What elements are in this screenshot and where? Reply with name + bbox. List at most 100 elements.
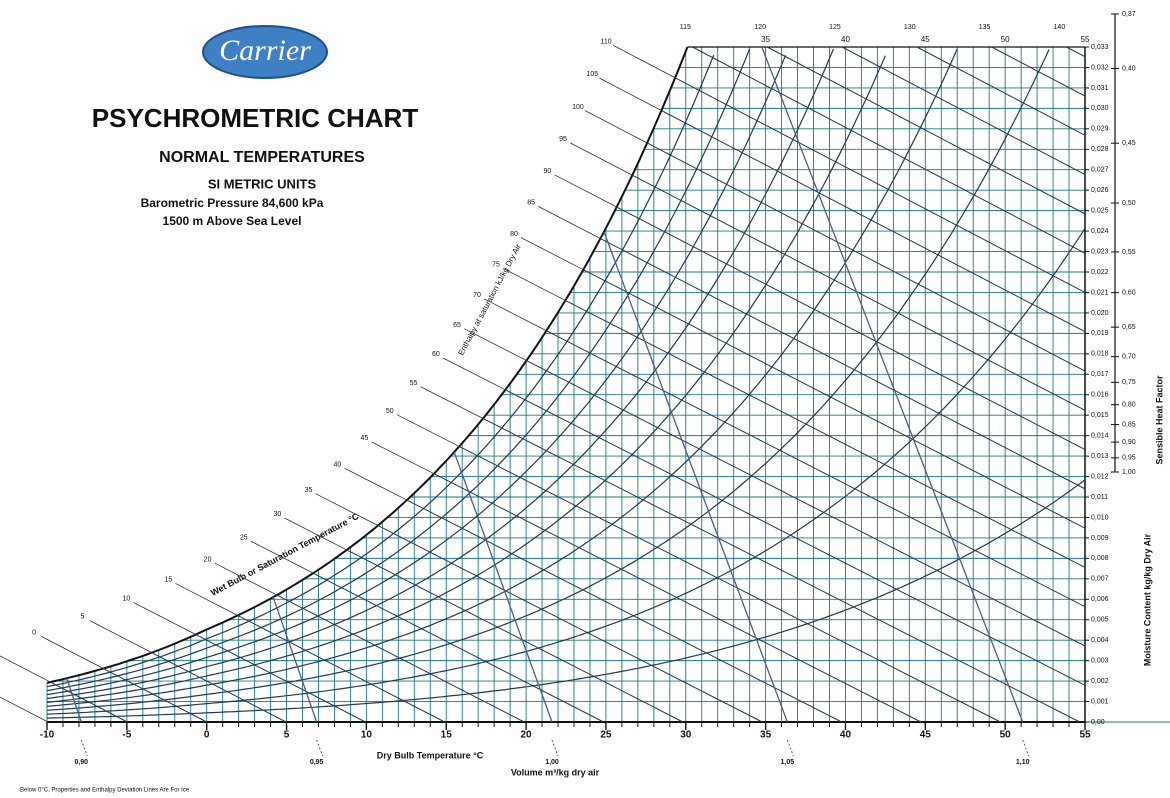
shf-tick-label: 0,65	[1122, 324, 1136, 331]
enthalpy-tick-label: 25	[240, 534, 248, 541]
y-tick-label: 0,022	[1091, 269, 1109, 276]
y-tick-label: 0,016	[1091, 392, 1109, 399]
shf-tick-label: 0,90	[1122, 439, 1136, 446]
y-tick-label: 0,005	[1091, 617, 1109, 624]
subtitle: SI METRIC UNITS	[208, 176, 317, 191]
x-axis-label: Dry Bulb Temperature °C	[377, 750, 484, 760]
enthalpy-tick-label: 105	[586, 71, 598, 78]
volume-tick-label: 1,00	[545, 759, 559, 766]
y-tick-label: 0,030	[1091, 105, 1109, 112]
enthalpy-tick-label: 130	[904, 24, 916, 31]
volume-tick-label: 1,10	[1016, 759, 1030, 766]
x-tick-label: 40	[840, 730, 852, 741]
y-tick-label: 0,007	[1091, 576, 1109, 583]
y-tick-label: 0,009	[1091, 535, 1109, 542]
y-tick-label: 0,025	[1091, 207, 1109, 214]
subtitle: NORMAL TEMPERATURES	[159, 149, 365, 166]
shf-tick-label: 0,95	[1122, 455, 1136, 462]
enthalpy-tick-label: 120	[754, 24, 766, 31]
top-x-tick-label: 55	[1081, 35, 1090, 44]
y-tick-label: 0,011	[1091, 494, 1108, 501]
enthalpy-tick-label: 80	[510, 231, 518, 238]
y-tick-label: 0,028	[1091, 146, 1109, 153]
top-x-tick-label: 40	[841, 35, 850, 44]
x-tick-label: 0	[204, 730, 210, 741]
y-tick-label: 0,023	[1091, 248, 1109, 255]
y-tick-label: 0,024	[1091, 228, 1109, 235]
enthalpy-tick-label: 50	[386, 408, 394, 415]
volume-tick-label: 1,05	[781, 759, 795, 766]
shf-tick-label: 0,80	[1122, 402, 1136, 409]
y-tick-label: 0,012	[1091, 473, 1109, 480]
x-tick-label: 5	[284, 730, 290, 741]
enthalpy-tick-label: 65	[453, 322, 461, 329]
enthalpy-tick-label: 75	[492, 262, 500, 269]
x-tick-label: 50	[1000, 730, 1012, 741]
y-tick-label: 0,00	[1091, 719, 1105, 726]
subtitle: 1500 m Above Sea Level	[163, 214, 302, 228]
y-tick-label: 0,019	[1091, 330, 1109, 337]
volume-tick-label: 0,90	[74, 759, 88, 766]
shf-tick-label: 0,40	[1122, 65, 1136, 72]
enthalpy-tick-label: 35	[305, 487, 313, 494]
shf-tick-label: 0,37	[1122, 11, 1136, 18]
enthalpy-tick-label: 140	[1054, 24, 1066, 31]
y-tick-label: 0,033	[1091, 44, 1109, 51]
y-tick-label: 0,003	[1091, 657, 1109, 664]
shf-tick-label: 0,60	[1122, 290, 1136, 297]
enthalpy-tick-label: 10	[123, 596, 131, 603]
enthalpy-tick-label: 110	[600, 38, 611, 45]
x-tick-label: 35	[760, 730, 772, 741]
enthalpy-tick-label: 55	[410, 380, 418, 387]
y-axis-label: Moisture Content kg/kg Dry Air	[1142, 533, 1152, 666]
shf-tick-label: 1,00	[1122, 469, 1136, 476]
y-tick-label: 0,020	[1091, 310, 1109, 317]
x-tick-label: 30	[680, 730, 692, 741]
x-tick-label: 45	[920, 730, 932, 741]
y-tick-label: 0,021	[1091, 289, 1109, 296]
shf-tick-label: 0,55	[1122, 249, 1136, 256]
shf-tick-label: 0,45	[1122, 140, 1136, 147]
enthalpy-tick-label: 40	[334, 461, 342, 468]
enthalpy-tick-label: 20	[204, 556, 212, 563]
y-tick-label: 0,018	[1091, 351, 1109, 358]
chart-title: PSYCHROMETRIC CHART	[92, 103, 419, 133]
enthalpy-tick-label: 0	[32, 630, 36, 637]
enthalpy-tick-label: 95	[559, 136, 567, 143]
y-tick-label: 0,015	[1091, 412, 1109, 419]
enthalpy-tick-label: 115	[680, 24, 691, 31]
y-tick-label: 0,001	[1091, 698, 1109, 705]
shf-tick-label: 0,70	[1122, 354, 1136, 361]
x-tick-label: 10	[361, 730, 373, 741]
enthalpy-tick-label: 45	[361, 435, 369, 442]
top-x-tick-label: 50	[1001, 35, 1010, 44]
y-tick-label: 0,027	[1091, 167, 1109, 174]
volume-tick-label: 0,95	[310, 759, 324, 766]
y-tick-label: 0,032	[1091, 64, 1109, 71]
top-x-tick-label: 45	[921, 35, 930, 44]
enthalpy-tick-label: 70	[473, 292, 481, 299]
y-tick-label: 0,031	[1091, 85, 1109, 92]
y-tick-label: 0,017	[1091, 371, 1109, 378]
y-tick-label: 0,004	[1091, 637, 1109, 644]
y-tick-label: 0,013	[1091, 453, 1109, 460]
shf-tick-label: 0,50	[1122, 200, 1136, 207]
subtitle: Barometric Pressure 84,600 kPa	[141, 196, 324, 210]
footnote: Below 0°C, Properties and Enthalpy Devia…	[20, 788, 190, 794]
y-tick-label: 0,008	[1091, 555, 1109, 562]
shf-tick-label: 0,85	[1122, 421, 1136, 428]
enthalpy-tick-label: 125	[829, 24, 841, 31]
x-tick-label: 15	[441, 730, 453, 741]
top-x-tick-label: 35	[761, 35, 770, 44]
logo: Carrier	[219, 34, 311, 67]
enthalpy-tick-label: 90	[544, 168, 552, 175]
enthalpy-tick-label: 15	[164, 577, 172, 584]
shf-tick-label: 0,75	[1122, 379, 1136, 386]
shf-label: Sensible Heat Factor	[1154, 375, 1164, 465]
volume-label: Volume m³/kg dry air	[511, 767, 600, 777]
x-tick-label: 20	[521, 730, 533, 741]
x-tick-label: -10	[40, 730, 55, 741]
x-tick-label: -5	[122, 730, 131, 741]
x-tick-label: 25	[600, 730, 612, 741]
enthalpy-tick-label: 5	[81, 614, 85, 621]
